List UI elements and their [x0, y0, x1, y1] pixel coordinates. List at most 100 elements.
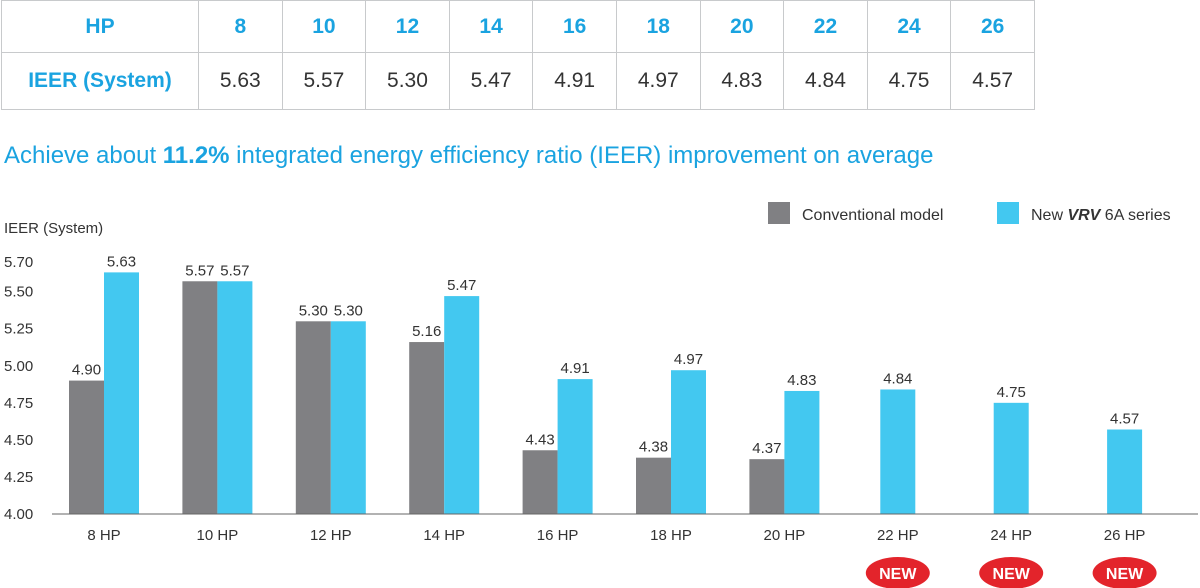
x-tick-label: 18 HP	[650, 527, 692, 544]
legend-label-conventional: Conventional model	[802, 207, 943, 224]
data-label-conventional: 4.38	[639, 439, 668, 456]
hp-cell: 16	[532, 0, 617, 53]
headline: Achieve about 11.2% integrated energy ef…	[4, 142, 933, 170]
ieer-cell: 4.83	[699, 52, 785, 110]
ieer-cell: 4.91	[532, 52, 617, 110]
bar-conventional	[636, 457, 671, 514]
x-tick-label: 20 HP	[764, 527, 806, 544]
data-label-conventional: 4.90	[72, 362, 101, 379]
y-tick-label: 5.25	[4, 321, 33, 338]
x-tick-label: 14 HP	[423, 527, 465, 544]
bar-conventional	[409, 342, 445, 514]
new-badge-label: NEW	[879, 566, 917, 583]
data-label-conventional: 5.57	[185, 262, 214, 279]
bar-new	[444, 296, 480, 514]
data-label-new: 5.47	[447, 277, 476, 294]
legend-swatch-new	[997, 202, 1019, 224]
y-tick-label: 4.50	[4, 432, 33, 449]
ieer-cell: 5.30	[365, 52, 450, 110]
bar-conventional	[522, 450, 558, 514]
bar-new	[330, 321, 366, 514]
headline-suffix: integrated energy efficiency ratio (IEER…	[229, 142, 934, 169]
value-labels: 4.90 5.63 5.57 5.57 5.30 5.30 5.16 5.47 4.43 4.91…	[72, 253, 1139, 457]
data-label-new: 4.57	[1110, 411, 1139, 428]
x-tick-label: 24 HP	[990, 527, 1032, 544]
legend-label-new: New VRV 6A series	[1031, 207, 1171, 224]
bar-new	[880, 389, 916, 514]
y-tick-label: 4.25	[4, 469, 33, 486]
x-tick-label: 22 HP	[877, 527, 919, 544]
hp-row: HP 8 10 12 14 16 18 20 22 24 26	[1, 0, 1035, 53]
hp-cell: 20	[699, 0, 785, 53]
data-label-conventional: 5.30	[299, 302, 328, 319]
ieer-cell: 4.75	[866, 52, 952, 110]
y-tick-label: 5.70	[4, 254, 33, 271]
y-tick-label: 5.50	[4, 284, 33, 301]
data-label-conventional: 5.16	[412, 323, 441, 340]
bar-new	[993, 402, 1029, 514]
x-tick-label: 12 HP	[310, 527, 352, 544]
y-axis-label: IEER (System)	[4, 220, 103, 237]
ieer-cell: 5.63	[198, 52, 283, 110]
ieer-cell: 5.47	[448, 52, 534, 110]
ieer-row: IEER (System) 5.63 5.57 5.30 5.47 4.91 4…	[1, 52, 1035, 110]
spec-table: HP 8 10 12 14 16 18 20 22 24 26 IEER (Sy…	[1, 0, 1035, 110]
x-tick-label: 16 HP	[537, 527, 579, 544]
y-tick-label: 4.00	[4, 506, 33, 523]
legend-new-suffix: 6A series	[1100, 207, 1170, 224]
new-badge	[865, 557, 930, 588]
hp-cell: 18	[615, 0, 701, 53]
data-label-new: 4.83	[787, 372, 816, 389]
bar-new	[671, 370, 706, 514]
new-badge	[1092, 557, 1157, 588]
bar-new	[217, 281, 253, 514]
new-badges: NEW NEW NEW	[865, 557, 1157, 588]
data-label-conventional: 4.37	[752, 440, 781, 457]
y-tick-label: 4.75	[4, 395, 33, 412]
bars	[69, 272, 1143, 514]
new-badge-label: NEW	[1106, 566, 1144, 583]
hp-header: HP	[1, 0, 199, 53]
data-label-new: 4.75	[997, 384, 1026, 401]
bar-conventional	[182, 281, 218, 514]
hp-cell: 22	[783, 0, 868, 53]
headline-highlight: 11.2%	[162, 142, 230, 169]
ieer-header: IEER (System)	[1, 52, 199, 110]
hp-cell: 26	[950, 0, 1035, 53]
hp-cell: 12	[365, 0, 450, 53]
legend-new-prefix: New	[1031, 207, 1067, 224]
ieer-cell: 5.57	[281, 52, 367, 110]
x-axis-labels: 8 HP 10 HP 12 HP 14 HP 16 HP 18 HP 20 HP 22 HP 2…	[87, 527, 1145, 544]
legend-new-brand: VRV	[1067, 207, 1101, 224]
y-axis-ticks: 4.00 4.25 4.50 4.75 5.00 5.25 5.50 5.70	[4, 254, 33, 523]
x-tick-label: 10 HP	[197, 527, 239, 544]
data-label-new: 4.84	[883, 370, 912, 387]
bar-conventional	[749, 459, 785, 514]
ieer-cell: 4.57	[950, 52, 1035, 110]
bar-conventional	[295, 321, 331, 514]
data-label-new: 5.63	[107, 253, 136, 270]
hp-cell: 24	[866, 0, 952, 53]
headline-prefix: Achieve about	[4, 142, 163, 169]
bar-new	[104, 272, 139, 514]
data-label-new: 4.97	[674, 351, 703, 368]
data-label-new: 5.57	[220, 262, 249, 279]
bar-new	[557, 379, 593, 514]
x-tick-label: 26 HP	[1104, 527, 1146, 544]
data-label-conventional: 4.43	[525, 431, 554, 448]
ieer-cell: 4.97	[615, 52, 701, 110]
hp-cell: 8	[198, 0, 283, 53]
data-label-new: 5.30	[334, 302, 363, 319]
legend-swatch-conventional	[768, 202, 790, 224]
data-label-new: 4.91	[560, 360, 589, 377]
x-tick-label: 8 HP	[87, 527, 120, 544]
ieer-cell: 4.84	[783, 52, 868, 110]
bar-new	[784, 390, 820, 514]
hp-cell: 14	[448, 0, 534, 53]
new-badge	[979, 557, 1044, 588]
y-tick-label: 5.00	[4, 358, 33, 375]
hp-cell: 10	[281, 0, 367, 53]
bar-chart: IEER (System) Conventional model New VRV…	[4, 202, 1198, 588]
bar-conventional	[69, 380, 104, 514]
new-badge-label: NEW	[993, 566, 1031, 583]
